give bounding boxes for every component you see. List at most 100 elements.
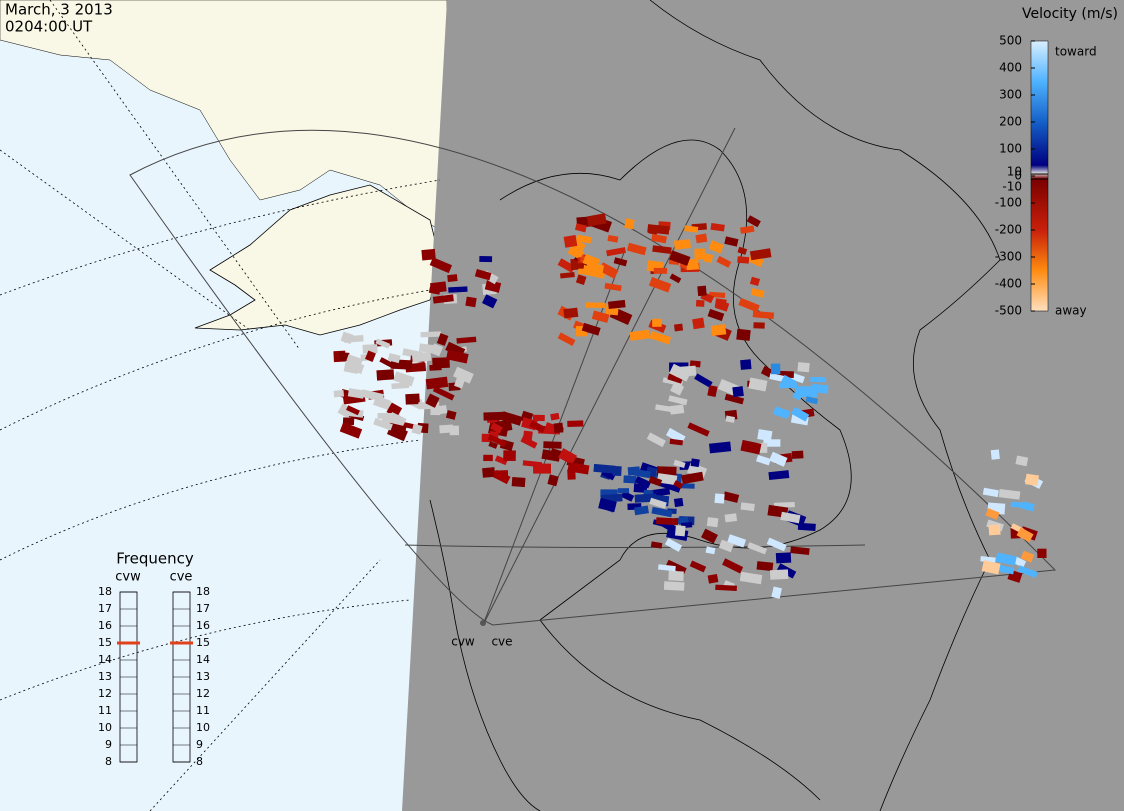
frequency-tick-label: 14 xyxy=(98,653,112,666)
scatter-cell xyxy=(484,279,502,293)
scatter-cell xyxy=(651,506,673,518)
scatter-cell xyxy=(780,374,797,388)
scatter-cell xyxy=(629,329,650,341)
scatter-cell xyxy=(574,223,587,233)
scatter-cell xyxy=(529,420,546,434)
scatter-cell xyxy=(700,528,718,544)
scatter-cell xyxy=(634,476,652,489)
scatter-cell xyxy=(649,331,672,345)
scatter-cell xyxy=(748,377,768,392)
frequency-tick-label: 10 xyxy=(196,721,210,734)
scatter-cell xyxy=(998,489,1021,500)
scatter-cell xyxy=(740,502,755,512)
scatter-cell xyxy=(694,373,713,388)
scatter-cell xyxy=(653,267,668,274)
scatter-cell xyxy=(673,459,686,469)
scatter-cell xyxy=(607,299,626,310)
scatter-cell xyxy=(488,441,498,449)
scatter-cell xyxy=(714,298,727,310)
scatter-cell xyxy=(339,422,363,439)
scatter-cell xyxy=(667,373,683,384)
scatter-cell xyxy=(375,338,391,349)
scatter-cell xyxy=(377,413,393,419)
scatter-cell xyxy=(1013,556,1027,568)
scatter-cell xyxy=(716,255,732,268)
scatter-cell xyxy=(465,296,477,308)
frequency-tick-label: 14 xyxy=(196,653,210,666)
scatter-cell xyxy=(425,393,440,408)
frequency-tick-label: 9 xyxy=(196,738,203,751)
colorbar-tick-label: 300 xyxy=(999,88,1022,102)
scatter-cell xyxy=(532,414,545,422)
scatter-cell xyxy=(752,310,775,320)
scatter-cell xyxy=(756,561,774,572)
scatter-cell xyxy=(567,469,576,480)
scatter-cell xyxy=(543,441,562,449)
scatter-cell xyxy=(797,522,816,532)
colorbar-title: Velocity (m/s) xyxy=(1022,6,1118,22)
scatter-cell xyxy=(432,294,454,304)
station-marker xyxy=(480,620,486,626)
scatter-cell xyxy=(421,248,436,261)
scatter-cell xyxy=(575,274,587,285)
scatter-cell xyxy=(707,573,719,584)
colorbar-tick-label: 100 xyxy=(999,142,1022,156)
scatter-cell xyxy=(490,422,503,434)
scatter-cell xyxy=(736,328,751,341)
scatter-cell xyxy=(585,302,606,308)
scatter-cell xyxy=(553,422,564,434)
scatter-cell xyxy=(797,362,810,373)
scatter-cell xyxy=(710,223,725,232)
scatter-cell xyxy=(652,318,662,327)
scatter-cell xyxy=(763,439,781,447)
scatter-cell xyxy=(792,391,803,401)
scatter-cell xyxy=(655,404,676,413)
scatter-cell xyxy=(664,537,683,552)
scatter-cell xyxy=(670,382,685,396)
scatter-cell xyxy=(780,511,801,524)
colorbar-end-label: away xyxy=(1055,304,1087,318)
scatter-cell xyxy=(981,560,1001,575)
scatter-cell xyxy=(692,317,705,330)
scatter-cell xyxy=(770,363,781,375)
scatter-cell xyxy=(669,273,682,284)
scatter-cell xyxy=(795,386,817,398)
scatter-cell xyxy=(1020,550,1035,563)
scatter-cell xyxy=(563,235,578,248)
scatter-cell xyxy=(811,383,829,394)
scatter-cell xyxy=(805,396,819,405)
scatter-cell xyxy=(557,332,576,346)
station-label: cvw xyxy=(451,635,475,649)
scatter-cell xyxy=(710,324,727,337)
scatter-cell xyxy=(659,480,681,493)
scatter-cell xyxy=(482,467,496,478)
scatter-cell xyxy=(474,268,492,281)
scatter-cell xyxy=(347,388,365,399)
scatter-cell xyxy=(695,299,705,307)
scatter-cell xyxy=(446,349,469,364)
scatter-cell xyxy=(766,537,787,552)
scatter-cell xyxy=(387,353,401,364)
scatter-cell xyxy=(346,405,360,416)
scatter-cell xyxy=(453,366,474,384)
scatter-cell xyxy=(448,286,468,293)
scatter-cell xyxy=(547,474,559,487)
scatter-cell xyxy=(674,525,686,537)
scatter-cell xyxy=(481,433,492,443)
scatter-cell xyxy=(388,422,407,432)
scatter-cell xyxy=(703,253,714,263)
scatter-cell xyxy=(791,450,804,459)
scatter-cell xyxy=(790,546,810,555)
frequency-tick-label: 11 xyxy=(98,704,112,717)
scatter-cell xyxy=(684,225,699,233)
scatter-cell xyxy=(620,490,635,502)
scatter-cell xyxy=(769,569,789,580)
scatter-cell xyxy=(673,239,691,250)
frequency-tick-label: 17 xyxy=(98,602,112,615)
scatter-cell xyxy=(393,371,415,387)
scatter-cell xyxy=(722,558,744,574)
scatter-cell xyxy=(362,344,378,354)
scatter-cell xyxy=(669,363,692,382)
scatter-cell xyxy=(575,234,592,244)
scatter-cell xyxy=(652,245,672,254)
